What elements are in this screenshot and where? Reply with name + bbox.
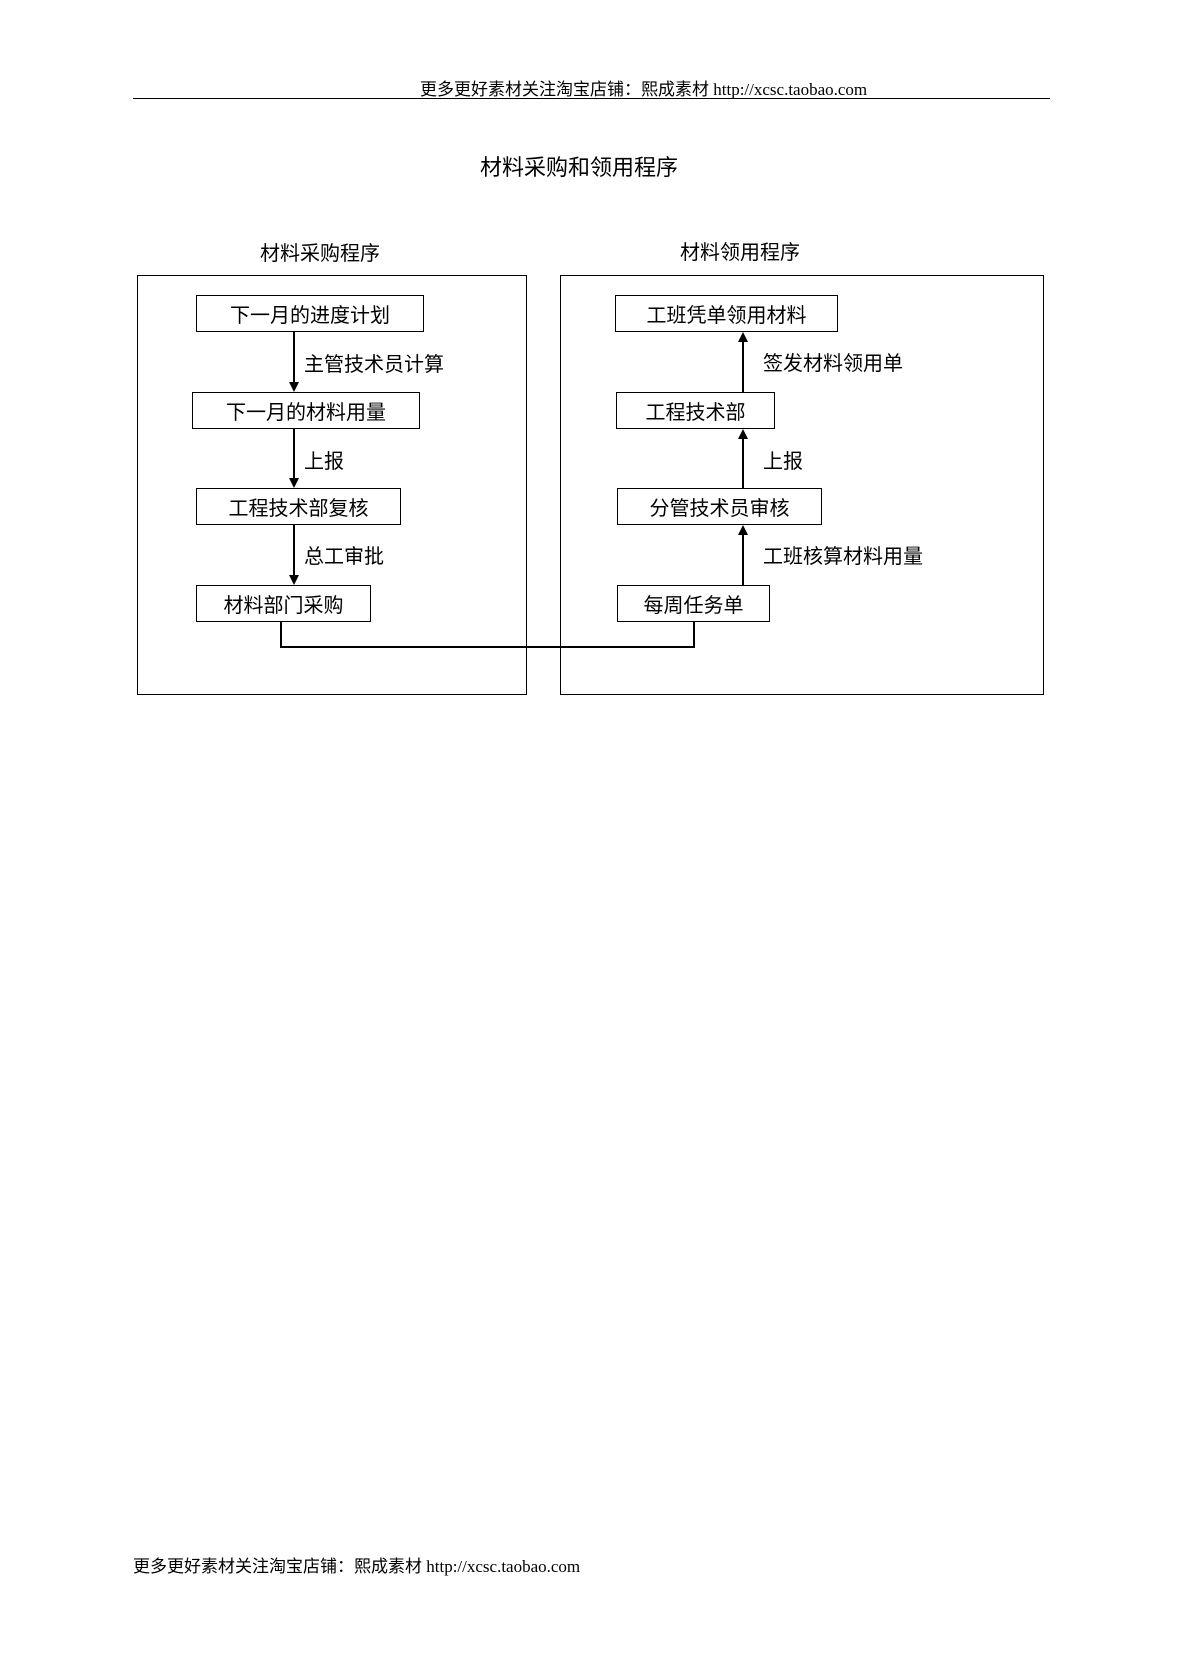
left-arrow-head-1 bbox=[289, 478, 299, 488]
right-box-3: 每周任务单 bbox=[617, 585, 770, 622]
left-arrow-line-1 bbox=[293, 429, 295, 480]
right-arrow-line-1 bbox=[742, 437, 744, 488]
left-arrow-line-2 bbox=[293, 525, 295, 577]
left-edge-label-2: 总工审批 bbox=[304, 540, 384, 569]
left-section-title: 材料采购程序 bbox=[260, 237, 380, 266]
left-box-2: 工程技术部复核 bbox=[196, 488, 401, 525]
right-box-0: 工班凭单领用材料 bbox=[615, 295, 838, 332]
right-arrow-head-2 bbox=[738, 525, 748, 535]
left-arrow-head-0 bbox=[289, 382, 299, 392]
right-section-title: 材料领用程序 bbox=[680, 236, 800, 265]
left-box-0: 下一月的进度计划 bbox=[196, 295, 424, 332]
right-edge-label-2: 工班核算材料用量 bbox=[763, 540, 923, 569]
left-container bbox=[137, 275, 527, 695]
connector-left-vert bbox=[280, 622, 282, 646]
header-line bbox=[133, 98, 1050, 99]
left-edge-label-1: 上报 bbox=[304, 445, 344, 474]
right-box-1: 工程技术部 bbox=[616, 392, 775, 429]
left-arrow-line-0 bbox=[293, 332, 295, 384]
right-arrow-line-0 bbox=[742, 340, 744, 392]
left-box-3: 材料部门采购 bbox=[196, 585, 371, 622]
connector-horiz bbox=[280, 646, 695, 648]
footer-text: 更多更好素材关注淘宝店铺：熙成素材 http://xcsc.taobao.com bbox=[133, 1552, 580, 1577]
main-title: 材料采购和领用程序 bbox=[480, 150, 678, 182]
left-edge-label-0: 主管技术员计算 bbox=[304, 348, 444, 377]
right-edge-label-0: 签发材料领用单 bbox=[763, 347, 903, 376]
right-arrow-line-2 bbox=[742, 533, 744, 585]
right-box-2: 分管技术员审核 bbox=[617, 488, 822, 525]
header-text: 更多更好素材关注淘宝店铺：熙成素材 http://xcsc.taobao.com bbox=[420, 75, 867, 100]
right-arrow-head-1 bbox=[738, 429, 748, 439]
left-arrow-head-2 bbox=[289, 575, 299, 585]
left-box-1: 下一月的材料用量 bbox=[192, 392, 420, 429]
right-arrow-head-0 bbox=[738, 332, 748, 342]
connector-right-vert bbox=[693, 622, 695, 646]
right-container bbox=[560, 275, 1044, 695]
right-edge-label-1: 上报 bbox=[763, 445, 803, 474]
